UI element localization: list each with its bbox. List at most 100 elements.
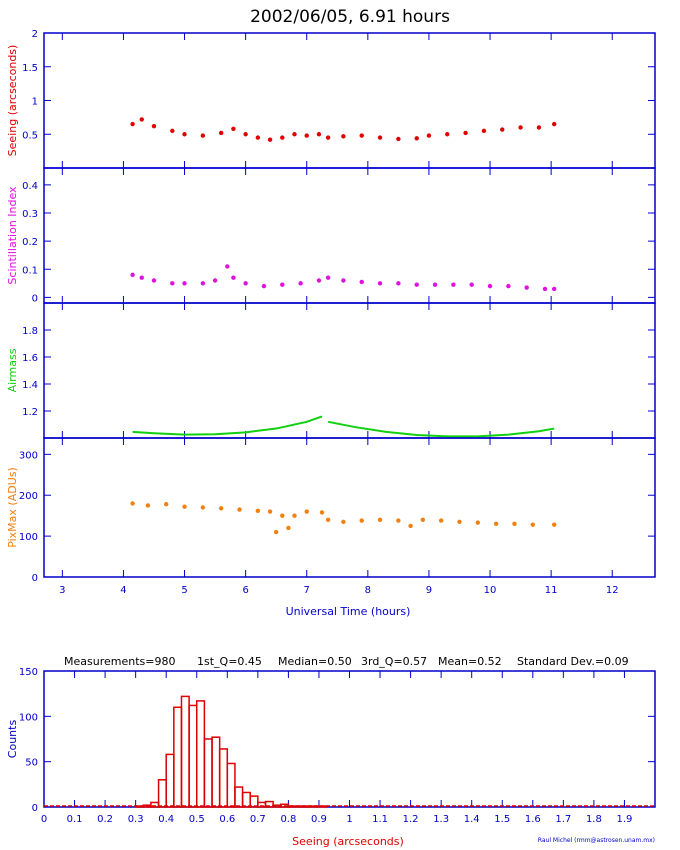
stat-median: Median=0.50 [278, 655, 352, 668]
scint-ytick-label: 0.4 [22, 181, 38, 192]
pixmax-point [420, 517, 426, 522]
histogram-bar [302, 805, 313, 808]
seeing-ytick-label: 2 [32, 29, 38, 40]
airmass-ytick-label: 1.8 [22, 326, 38, 337]
chart-title: 2002/06/05, 6.91 hours [250, 7, 450, 27]
scint-point [280, 282, 285, 287]
seeing-point [500, 127, 505, 132]
scint-point [524, 285, 529, 290]
seeing-point [304, 133, 309, 138]
seeing-point [414, 136, 419, 141]
seeing-point [551, 121, 557, 127]
pixmax-point [304, 509, 309, 514]
histogram-ytick-label: 50 [25, 758, 38, 769]
scint-point [139, 275, 144, 280]
seeing-point [151, 123, 157, 129]
scint-point [414, 282, 419, 287]
histogram-xtick-label: 1.1 [372, 814, 388, 825]
pixmax-point [292, 513, 297, 518]
histogram-xtick-label: 1 [346, 814, 352, 825]
histogram-bar [218, 748, 229, 808]
stat-measurements: Measurements=980 [64, 655, 175, 668]
seeing-point [170, 128, 175, 134]
pixmax-point [319, 510, 325, 515]
histogram-bar [165, 753, 175, 808]
panel-seeing: 0.5 1 1.5 2 Seeing (arcseconds) [6, 29, 656, 169]
time-xtick-label: 5 [181, 585, 187, 596]
seeing-point [445, 132, 450, 137]
histogram-xtick-label: 1.3 [433, 814, 449, 825]
pixmax-point [280, 513, 285, 518]
seeing-point [267, 137, 273, 142]
scint-point [243, 281, 248, 286]
time-xtick-label: 4 [120, 585, 126, 596]
scint-point [261, 283, 267, 289]
seeing-point [325, 135, 331, 140]
scint-ylabel: Scintillation Index [6, 186, 19, 285]
time-xtick-label: 12 [606, 585, 619, 596]
seeing-ytick-label: 0.5 [22, 130, 38, 141]
histogram-xtick-label: 0.5 [189, 814, 205, 825]
pixmax-point [457, 519, 462, 525]
histogram-bar [226, 762, 236, 808]
time-xtick-label: 9 [426, 585, 432, 596]
seeing-point [377, 135, 383, 140]
histogram-bar [295, 805, 305, 808]
seeing-point [130, 121, 135, 127]
pixmax-point [237, 507, 242, 512]
histogram-xtick-label: 1.4 [464, 814, 480, 825]
time-axis-label: Universal Time (hours) [286, 605, 411, 618]
histogram-xtick-label: 0 [41, 814, 47, 825]
seeing-point [536, 125, 542, 130]
histogram-ytick-label: 0 [32, 803, 38, 814]
histogram-bar [257, 801, 267, 808]
pixmax-point [286, 525, 291, 531]
histogram-stats: Measurements=980 1st_Q=0.45 Median=0.50 … [64, 655, 629, 668]
histogram-xtick-label: 0.6 [219, 814, 235, 825]
seeing-ylabel: Seeing (arcseconds) [6, 45, 19, 157]
seeing-point [255, 135, 261, 140]
pixmax-point [438, 518, 444, 523]
pixmax-ytick-label: 0 [32, 573, 38, 584]
seeing-point [292, 132, 297, 137]
scint-point [316, 278, 322, 283]
histogram-xtick-label: 1.2 [403, 814, 419, 825]
pixmax-frame [43, 437, 656, 578]
pixmax-ytick-label: 200 [19, 491, 38, 502]
pixmax-point [475, 520, 481, 525]
seeing-point [396, 136, 401, 142]
time-xtick-label: 6 [242, 585, 248, 596]
scint-ytick-label: 0.1 [22, 265, 38, 276]
scint-point [487, 283, 493, 289]
seeing-point [231, 126, 236, 132]
seeing-point [182, 132, 187, 137]
scint-point [200, 281, 206, 286]
pixmax-point [145, 503, 151, 508]
histogram-xtick-label: 1.9 [616, 814, 632, 825]
histogram-xtick-label: 1.5 [494, 814, 510, 825]
time-xtick-label: 8 [365, 585, 371, 596]
scint-point [182, 281, 187, 286]
scint-point [325, 275, 331, 280]
histogram-bar [173, 706, 183, 808]
pixmax-point [267, 509, 273, 514]
scint-point [432, 282, 438, 287]
scint-point [396, 281, 401, 286]
pixmax-ytick-label: 100 [19, 532, 38, 543]
histogram-xtick-label: 0.7 [250, 814, 266, 825]
scint-point [130, 272, 135, 278]
histogram-bar [241, 791, 251, 808]
airmass-series-line [132, 415, 323, 436]
scint-ytick-label: 0.2 [22, 237, 38, 248]
airmass-ytick-label: 1.2 [22, 407, 38, 418]
histogram-bar [196, 700, 206, 808]
pixmax-point [164, 502, 169, 507]
histogram-xtick-label: 0.9 [311, 814, 327, 825]
histogram-xtick-label: 1.8 [586, 814, 602, 825]
airmass-ytick-label: 1.6 [22, 353, 38, 364]
scint-point [231, 275, 236, 280]
pixmax-point [512, 521, 517, 527]
